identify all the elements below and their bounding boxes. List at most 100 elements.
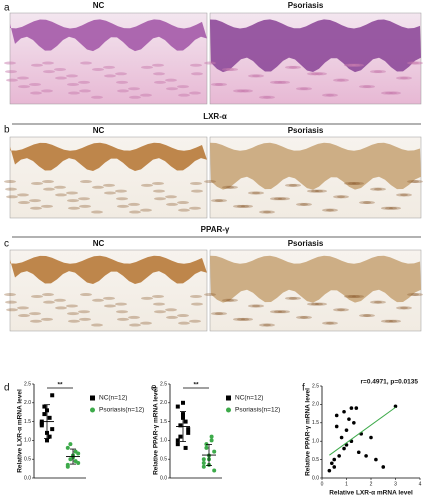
dermis-fiber (307, 189, 319, 193)
data-point (332, 457, 337, 462)
dermis-fiber (29, 312, 41, 316)
epidermis (210, 142, 421, 190)
y-tick-label: 2.0 (160, 400, 167, 406)
data-point (42, 412, 47, 417)
dermis-fiber (241, 317, 253, 321)
dermis-fiber (300, 202, 312, 206)
dermis-fiber (92, 298, 104, 302)
dermis-fiber (68, 91, 80, 95)
data-point (73, 459, 78, 464)
dermis-fiber (396, 193, 408, 197)
data-point (186, 430, 191, 435)
dermis-fiber (333, 308, 345, 312)
dermis-fiber (166, 87, 178, 91)
dermis-fiber (389, 206, 401, 210)
epidermis (210, 255, 421, 303)
data-point (201, 464, 206, 469)
legend-label: NC(n=12) (235, 395, 263, 402)
data-point (212, 449, 217, 454)
dermis-fiber (285, 65, 297, 69)
data-point (204, 445, 209, 450)
dermis-fiber (140, 93, 152, 97)
data-point (47, 415, 52, 420)
dermis-fiber (140, 208, 152, 212)
dermis-fiber (278, 310, 290, 314)
dermis-fiber (333, 78, 345, 82)
x-tick-label: 4 (419, 481, 422, 487)
data-point (201, 457, 206, 462)
dermis-fiber (322, 93, 334, 97)
dermis-fiber (248, 304, 260, 308)
dermis-fiber (17, 76, 29, 80)
x-tick-label: 3 (394, 481, 397, 487)
dermis-fiber (4, 180, 16, 184)
dermis-fiber (344, 181, 356, 185)
dermis-fiber (141, 65, 153, 69)
dermis-fiber (270, 80, 282, 84)
dermis-fiber (67, 82, 79, 86)
x-tick-label: 2 (370, 481, 373, 487)
dermis-fiber (54, 298, 66, 302)
dermis-fiber (43, 300, 55, 304)
dermis-fiber (17, 193, 29, 197)
dermis-fiber (177, 85, 189, 89)
dermis-fiber (115, 72, 127, 76)
data-point (364, 454, 368, 458)
x-tick-label: 0 (321, 481, 324, 487)
image-title: NC (93, 1, 105, 10)
dermis-fiber (204, 61, 216, 65)
y-tick-label: 2.0 (312, 402, 319, 408)
dermis-fiber (333, 195, 345, 199)
annotation: r=0.4971, p=0.0135 (361, 379, 419, 386)
dermis-fiber (18, 314, 30, 318)
x-axis-label: Relative LXR-α mRNA level (329, 490, 413, 497)
dermis-fiber (128, 202, 140, 206)
dermis-fiber (67, 312, 79, 316)
dermis-fiber (348, 181, 360, 185)
dermis-fiber (116, 80, 128, 84)
dermis-fiber (104, 74, 116, 78)
dermis-fiber (189, 206, 201, 210)
dermis-fiber (374, 187, 386, 191)
dermis-fiber (252, 304, 264, 308)
dermis-fiber (370, 70, 382, 74)
panel-label: d (4, 383, 10, 394)
dermis-fiber (29, 82, 41, 86)
dermis-fiber (92, 185, 104, 189)
panel-label: e (151, 383, 157, 394)
dermis-fiber (289, 296, 301, 300)
dermis-fiber (41, 317, 53, 321)
dermis-fiber (18, 85, 30, 89)
dermis-fiber (359, 85, 371, 89)
dermis-fiber (385, 319, 397, 323)
epidermis (210, 19, 421, 73)
dermis-fiber (80, 180, 92, 184)
data-point (209, 434, 214, 439)
dermis-fiber (270, 310, 282, 314)
data-point (369, 435, 373, 440)
dermis-fiber (352, 181, 364, 185)
y-axis-label: Relative LXR-α mRNA level (17, 389, 24, 473)
data-point (39, 421, 44, 426)
data-point (65, 462, 70, 467)
dermis-fiber (241, 204, 253, 208)
dermis-fiber (307, 302, 319, 306)
data-point (209, 438, 214, 443)
dermis-fiber (407, 293, 419, 297)
data-point (349, 406, 354, 410)
legend-marker (90, 395, 95, 401)
y-tick-label: 2.5 (24, 381, 31, 387)
dermis-fiber (42, 61, 54, 65)
dermis-fiber (31, 181, 43, 185)
dermis-fiber (204, 293, 216, 297)
dermis-fiber (337, 308, 349, 312)
dermis-fiber (43, 70, 55, 74)
dermis-fiber (68, 319, 80, 323)
dermis-fiber (140, 321, 152, 325)
dermis-fiber (154, 80, 166, 84)
dermis-fiber (103, 296, 115, 300)
dermis-fiber (263, 210, 275, 214)
dermis-fiber (296, 315, 308, 319)
dermis-fiber (55, 193, 67, 197)
dermis-fiber (233, 204, 245, 208)
